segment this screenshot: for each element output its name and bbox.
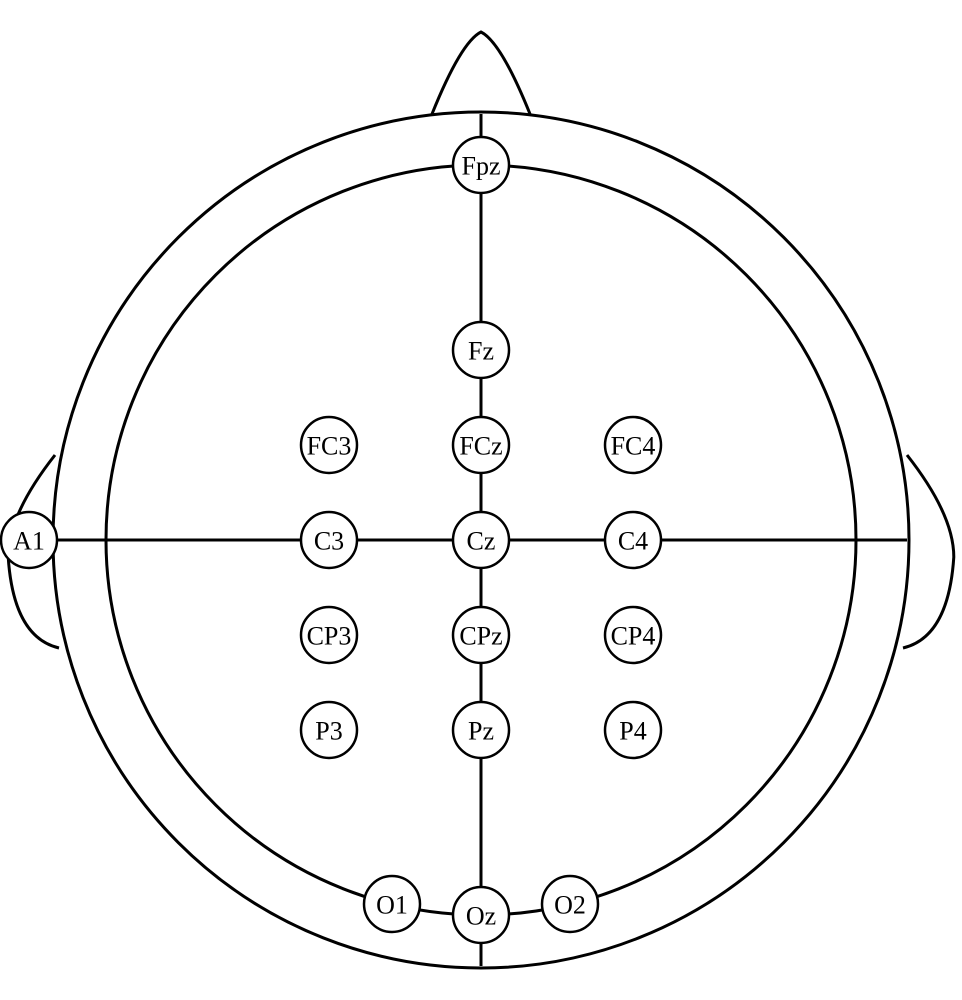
electrode-label-CPz: CPz — [459, 622, 502, 651]
electrode-label-FC4: FC4 — [611, 432, 656, 461]
electrode-FC4: FC4 — [605, 417, 661, 473]
electrode-FC3: FC3 — [301, 417, 357, 473]
electrode-label-FCz: FCz — [459, 432, 502, 461]
electrode-C4: C4 — [605, 512, 661, 568]
electrode-label-P3: P3 — [315, 717, 342, 746]
electrode-C3: C3 — [301, 512, 357, 568]
electrode-CPz: CPz — [453, 607, 509, 663]
electrode-P3: P3 — [301, 702, 357, 758]
eeg-electrode-diagram: A1 Fpz Fz FC3 FCz FC4 C3 Cz C4 CP3 CPz CP4 P3 Pz P4 O1 O… — [0, 0, 962, 1000]
electrode-Fpz: Fpz — [453, 137, 509, 193]
electrode-FCz: FCz — [453, 417, 509, 473]
electrode-label-O1: O1 — [376, 891, 408, 920]
electrode-CP3: CP3 — [301, 607, 357, 663]
electrode-label-Fpz: Fpz — [462, 152, 501, 181]
electrode-Oz: Oz — [453, 887, 509, 943]
electrode-P4: P4 — [605, 702, 661, 758]
electrode-label-Cz: Cz — [467, 527, 496, 556]
electrode-label-A1: A1 — [13, 527, 45, 556]
electrode-O2: O2 — [542, 876, 598, 932]
electrode-label-C4: C4 — [618, 527, 648, 556]
electrode-label-CP4: CP4 — [611, 622, 656, 651]
electrode-label-Oz: Oz — [466, 902, 496, 931]
electrode-label-CP3: CP3 — [307, 622, 352, 651]
electrode-A1: A1 — [1, 512, 57, 568]
electrode-CP4: CP4 — [605, 607, 661, 663]
electrode-label-Fz: Fz — [468, 337, 494, 366]
electrode-Cz: Cz — [453, 512, 509, 568]
electrode-label-FC3: FC3 — [307, 432, 352, 461]
electrode-Fz: Fz — [453, 322, 509, 378]
electrode-label-Pz: Pz — [468, 717, 494, 746]
electrode-Pz: Pz — [453, 702, 509, 758]
electrode-label-P4: P4 — [619, 717, 646, 746]
electrode-label-O2: O2 — [554, 891, 586, 920]
electrode-label-C3: C3 — [314, 527, 344, 556]
electrode-O1: O1 — [364, 876, 420, 932]
